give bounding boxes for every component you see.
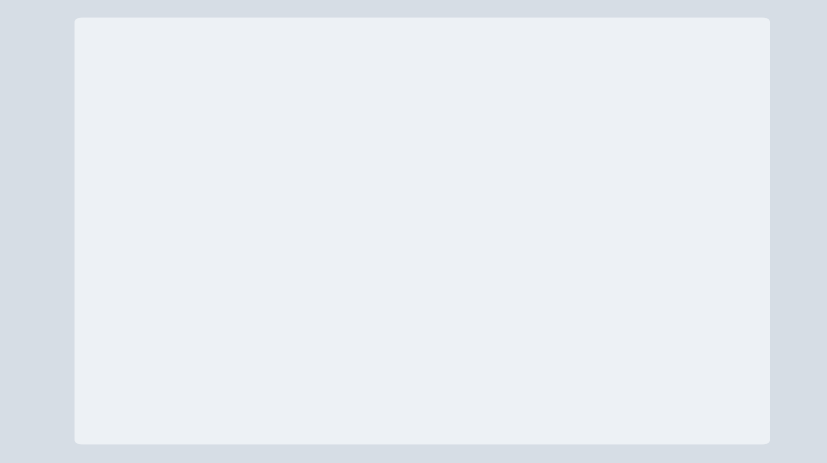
Text: Ductility: Ductility	[204, 250, 294, 270]
Text: Life: Life	[204, 188, 242, 207]
Text: a.: a.	[177, 188, 197, 207]
Text: b.: b.	[177, 250, 198, 270]
Text: steel results less in__________.: steel results less in__________.	[144, 135, 463, 156]
Text: Strength: Strength	[204, 310, 297, 331]
Text: Cost: Cost	[204, 371, 251, 391]
Text: d.: d.	[177, 371, 198, 391]
Text: c.: c.	[177, 310, 195, 331]
Text: Increase the carbon content in: Increase the carbon content in	[144, 85, 474, 105]
